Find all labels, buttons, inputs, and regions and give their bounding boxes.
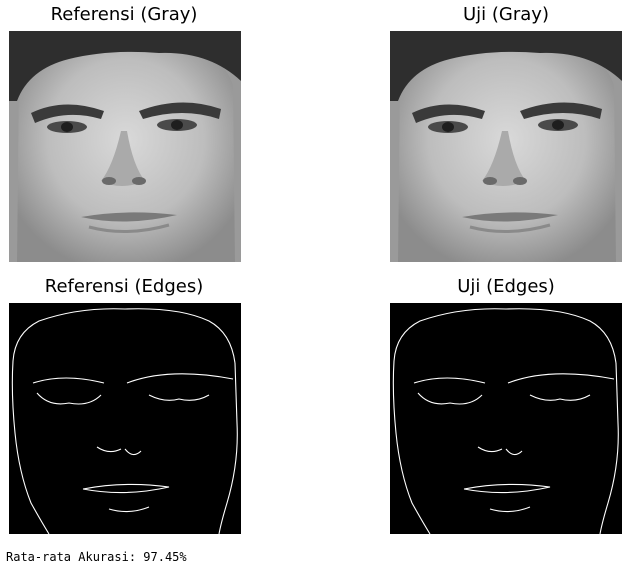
- panel-title-referensi-edges: Referensi (Edges): [44, 276, 204, 297]
- edge-face-image: [9, 303, 241, 534]
- gray-face-image: [9, 31, 241, 262]
- panel-title-uji-edges: Uji (Edges): [457, 276, 555, 297]
- panel-title-referensi-gray: Referensi (Gray): [50, 4, 198, 25]
- panel-title-uji-gray: Uji (Gray): [463, 4, 549, 25]
- uji-gray-image: [390, 31, 622, 262]
- uji-edges-image: [390, 303, 622, 534]
- gray-face-image: [390, 31, 622, 262]
- referensi-edges-image: [9, 303, 241, 534]
- referensi-gray-image: [9, 31, 241, 262]
- edge-face-image: [390, 303, 622, 534]
- accuracy-output: Rata-rata Akurasi: 97.45%: [6, 550, 187, 564]
